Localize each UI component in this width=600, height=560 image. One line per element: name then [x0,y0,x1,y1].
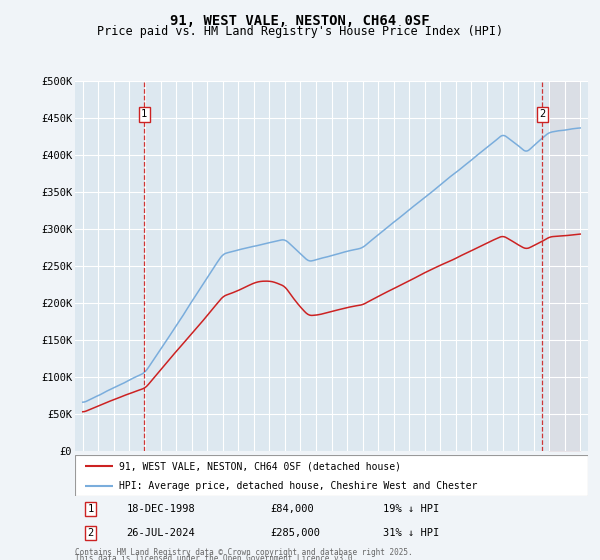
Text: 91, WEST VALE, NESTON, CH64 0SF (detached house): 91, WEST VALE, NESTON, CH64 0SF (detache… [119,461,401,471]
Text: 31% ↓ HPI: 31% ↓ HPI [383,528,439,538]
Text: 19% ↓ HPI: 19% ↓ HPI [383,504,439,514]
Text: 1: 1 [87,504,94,514]
Text: 91, WEST VALE, NESTON, CH64 0SF: 91, WEST VALE, NESTON, CH64 0SF [170,14,430,28]
FancyBboxPatch shape [75,455,588,496]
Text: 1: 1 [141,109,148,119]
Text: This data is licensed under the Open Government Licence v3.0.: This data is licensed under the Open Gov… [75,554,357,560]
Text: £84,000: £84,000 [270,504,314,514]
Text: 2: 2 [539,109,545,119]
Text: 2: 2 [87,528,94,538]
Text: £285,000: £285,000 [270,528,320,538]
Text: HPI: Average price, detached house, Cheshire West and Chester: HPI: Average price, detached house, Ches… [119,480,477,491]
Text: Contains HM Land Registry data © Crown copyright and database right 2025.: Contains HM Land Registry data © Crown c… [75,548,413,557]
Text: Price paid vs. HM Land Registry's House Price Index (HPI): Price paid vs. HM Land Registry's House … [97,25,503,38]
Text: 26-JUL-2024: 26-JUL-2024 [127,528,195,538]
Text: 18-DEC-1998: 18-DEC-1998 [127,504,195,514]
